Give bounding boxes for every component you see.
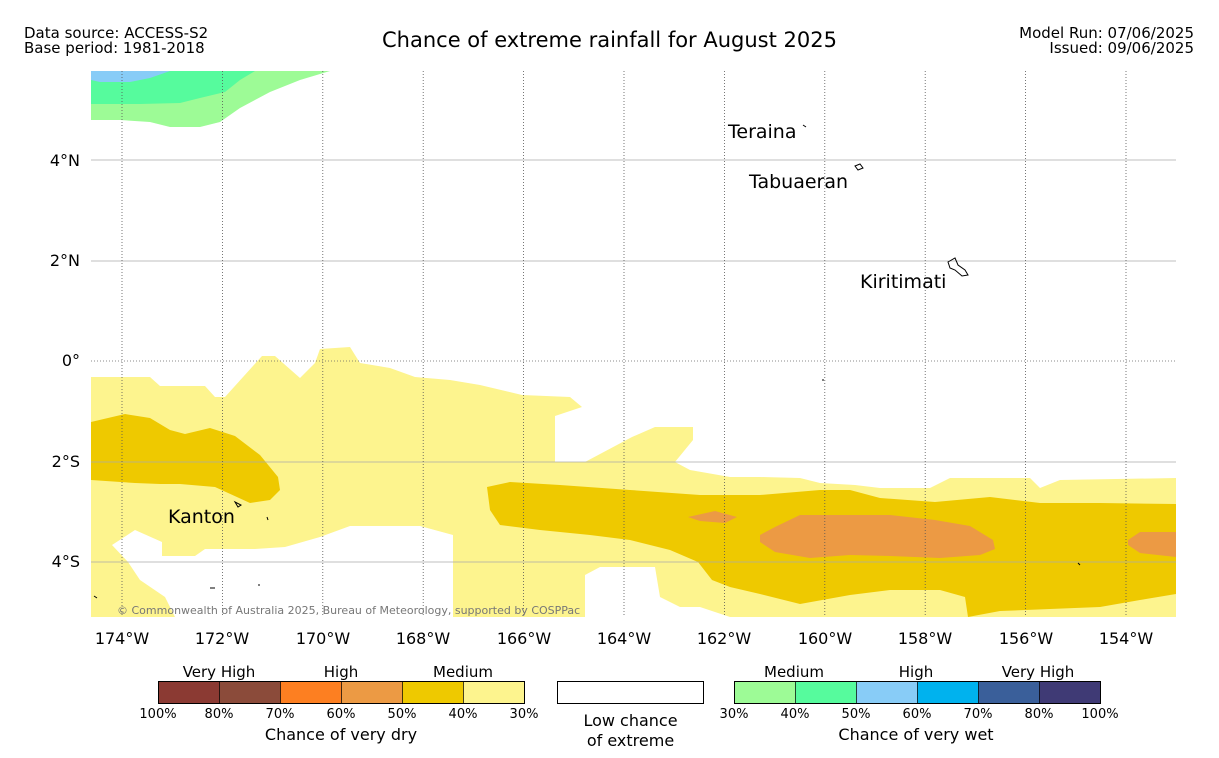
wet-group-high: High	[898, 663, 934, 681]
dry-tick-70: 70%	[265, 707, 295, 722]
dry-colorbar-border	[158, 681, 525, 704]
copyright-credit: © Commonwealth of Australia 2025, Bureau…	[117, 604, 581, 617]
dry-40-50-region-west	[91, 414, 280, 503]
wet-swatch-4	[978, 681, 1040, 704]
wet-group-medium: Medium	[764, 663, 824, 681]
wet-colorbar-border	[734, 681, 1101, 704]
lon-tick-162w: 162°W	[696, 629, 752, 648]
wet-colorbar	[734, 681, 1101, 704]
model-run-label: Model Run: 07/06/2025	[1019, 24, 1194, 42]
teraina-island	[802, 124, 807, 128]
dry-tick-30: 30%	[509, 707, 539, 722]
lon-tick-166w: 166°W	[496, 629, 552, 648]
wet-tick-60: 60%	[902, 707, 932, 722]
wet-tick-100: 100%	[1081, 707, 1119, 722]
place-teraina: Teraina	[728, 121, 797, 143]
low-chance-label: Low chance of extreme	[557, 711, 704, 751]
map-grid	[91, 71, 1176, 617]
tabuaeran-island	[854, 163, 864, 171]
dry-tick-40: 40%	[448, 707, 478, 722]
dry-swatch-4	[402, 681, 464, 704]
islet-1	[266, 516, 269, 521]
dry-tick-50: 50%	[387, 707, 417, 722]
islands	[93, 124, 1081, 599]
place-kanton: Kanton	[168, 506, 235, 528]
wet-swatch-3	[917, 681, 979, 704]
wet-legend-title: Chance of very wet	[838, 725, 994, 744]
kiritimati-island	[947, 257, 969, 277]
lat-tick-4s: 4°S	[51, 552, 80, 571]
low-chance-line2: of extreme	[586, 731, 675, 750]
issued-label: Issued: 09/06/2025	[1049, 39, 1194, 57]
lat-tick-2n: 2°N	[49, 251, 80, 270]
dry-tick-80: 80%	[204, 707, 234, 722]
dry-group-high: High	[323, 663, 359, 681]
dry-50-60-region	[760, 515, 995, 558]
lat-tick-2s: 2°S	[51, 452, 80, 471]
dry-tick-60: 60%	[326, 707, 356, 722]
wet-swatch-0	[734, 681, 796, 704]
dry-swatch-2	[280, 681, 342, 704]
dry-swatch-5	[463, 681, 525, 704]
lat-tick-0: 0°	[61, 351, 80, 370]
dry-colorbar	[158, 681, 525, 704]
data-source-label: Data source: ACCESS-S2	[24, 24, 209, 42]
dry-swatch-3	[341, 681, 403, 704]
wet-swatch-5	[1039, 681, 1101, 704]
kanton-island	[233, 500, 242, 508]
place-tabuaeran: Tabuaeran	[749, 171, 849, 193]
dry-50-60-region-small	[688, 511, 737, 523]
lon-tick-174w: 174°W	[94, 629, 150, 648]
lon-tick-158w: 158°W	[897, 629, 953, 648]
low-chance-line1: Low chance	[583, 711, 678, 730]
base-period-label: Base period: 1981-2018	[24, 39, 205, 57]
wet-tick-80: 80%	[1024, 707, 1054, 722]
lon-tick-164w: 164°W	[596, 629, 652, 648]
dry-swatch-1	[219, 681, 281, 704]
lon-tick-156w: 156°W	[998, 629, 1054, 648]
lon-tick-170w: 170°W	[295, 629, 351, 648]
dry-tick-100: 100%	[139, 707, 177, 722]
lon-tick-154w: 154°W	[1098, 629, 1154, 648]
islet-4	[93, 595, 98, 599]
dry-swatch-0	[158, 681, 220, 704]
lon-tick-172w: 172°W	[194, 629, 250, 648]
islet-6	[1077, 562, 1081, 566]
dry-legend-title: Chance of very dry	[264, 725, 418, 744]
lon-tick-168w: 168°W	[395, 629, 451, 648]
dry-group-medium: Medium	[433, 663, 493, 681]
wet-tick-70: 70%	[963, 707, 993, 722]
dry-50-60-region-edge	[1128, 532, 1176, 557]
place-kiritimati: Kiritimati	[860, 271, 947, 293]
low-chance-swatch	[557, 681, 704, 704]
lat-tick-4n: 4°N	[49, 151, 80, 170]
wet-50-60-region	[91, 71, 170, 82]
lon-tick-160w: 160°W	[797, 629, 853, 648]
wet-group-very-high: Very High	[1001, 663, 1075, 681]
wet-tick-30: 30%	[719, 707, 749, 722]
wet-swatch-2	[856, 681, 918, 704]
wet-swatch-1	[795, 681, 857, 704]
dry-group-very-high: Very High	[182, 663, 256, 681]
wet-tick-40: 40%	[780, 707, 810, 722]
wet-tick-50: 50%	[841, 707, 871, 722]
map-title: Chance of extreme rainfall for August 20…	[382, 28, 837, 52]
